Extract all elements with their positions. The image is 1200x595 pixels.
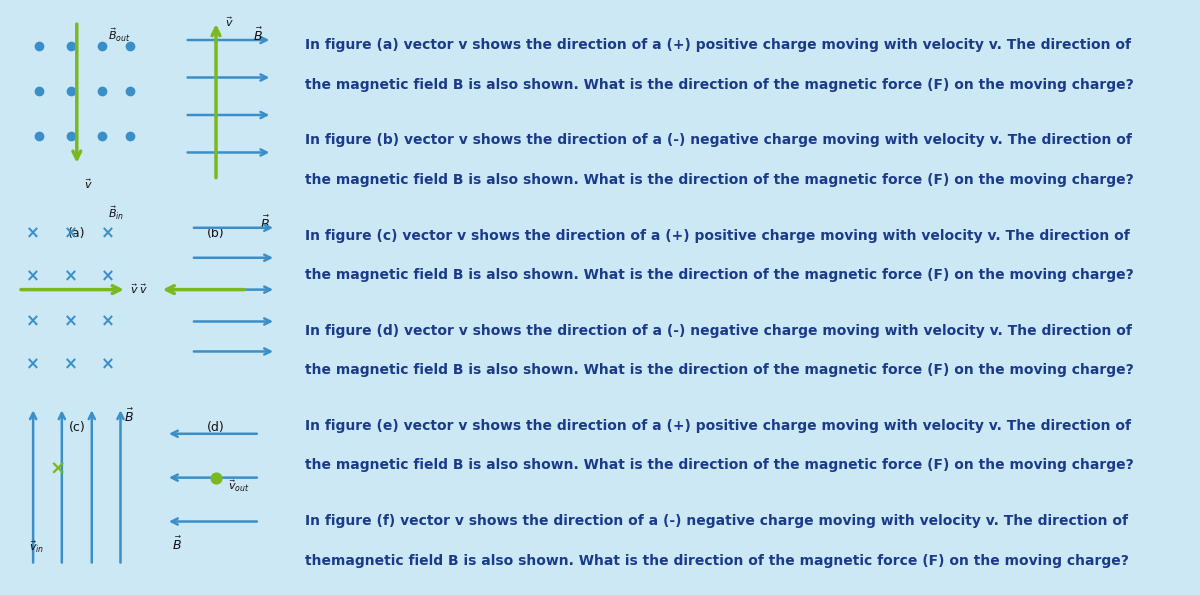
Text: ×: × <box>64 312 78 330</box>
Text: $\vec{B}_{out}$: $\vec{B}_{out}$ <box>108 27 131 45</box>
Text: In figure (c) vector v shows the direction of a (+) positive charge moving with : In figure (c) vector v shows the directi… <box>305 228 1130 243</box>
Text: ×: × <box>101 356 115 374</box>
Text: ×: × <box>101 224 115 242</box>
Text: $\vec{B}$: $\vec{B}$ <box>125 408 134 425</box>
Text: ×: × <box>101 268 115 286</box>
Text: $\vec{v}_{out}$: $\vec{v}_{out}$ <box>228 478 250 494</box>
Text: the magnetic field B is also shown. What is the direction of the magnetic force : the magnetic field B is also shown. What… <box>305 364 1134 377</box>
Text: the magnetic field B is also shown. What is the direction of the magnetic force : the magnetic field B is also shown. What… <box>305 78 1134 92</box>
Text: $\vec{v}$: $\vec{v}$ <box>224 15 234 29</box>
Text: (c): (c) <box>68 421 85 434</box>
Text: In figure (f) vector v shows the direction of a (-) negative charge moving with : In figure (f) vector v shows the directi… <box>305 515 1128 528</box>
Text: ×: × <box>64 224 78 242</box>
Text: ×: × <box>26 268 40 286</box>
Text: (d): (d) <box>208 421 224 434</box>
Text: ×: × <box>26 224 40 242</box>
Text: In figure (b) vector v shows the direction of a (-) negative charge moving with : In figure (b) vector v shows the directi… <box>305 133 1132 147</box>
Text: the magnetic field B is also shown. What is the direction of the magnetic force : the magnetic field B is also shown. What… <box>305 458 1134 472</box>
Text: the magnetic field B is also shown. What is the direction of the magnetic force : the magnetic field B is also shown. What… <box>305 173 1134 187</box>
Text: $\vec{B}$: $\vec{B}$ <box>173 536 182 553</box>
Text: ×: × <box>26 356 40 374</box>
Text: $\vec{B}$: $\vec{B}$ <box>259 215 270 232</box>
Text: $\vec{B}$: $\vec{B}$ <box>253 27 263 44</box>
Text: ×: × <box>26 312 40 330</box>
Text: (b): (b) <box>208 227 224 240</box>
Text: In figure (a) vector v shows the direction of a (+) positive charge moving with : In figure (a) vector v shows the directi… <box>305 38 1132 52</box>
Text: ×: × <box>64 268 78 286</box>
Text: In figure (d) vector v shows the direction of a (-) negative charge moving with : In figure (d) vector v shows the directi… <box>305 324 1132 338</box>
Text: $\vec{v}$: $\vec{v}$ <box>84 177 94 190</box>
Text: $\vec{v}_{in}$: $\vec{v}_{in}$ <box>29 539 44 555</box>
Text: the magnetic field B is also shown. What is the direction of the magnetic force : the magnetic field B is also shown. What… <box>305 268 1134 283</box>
Text: In figure (e) vector v shows the direction of a (+) positive charge moving with : In figure (e) vector v shows the directi… <box>305 419 1132 433</box>
Text: $\vec{v}$: $\vec{v}$ <box>139 283 148 296</box>
Text: ×: × <box>101 312 115 330</box>
Text: ×: × <box>64 356 78 374</box>
Text: $\vec{v}$: $\vec{v}$ <box>131 283 139 296</box>
Point <box>206 473 226 483</box>
Text: themagnetic field B is also shown. What is the direction of the magnetic force (: themagnetic field B is also shown. What … <box>305 554 1129 568</box>
Text: ×: × <box>50 459 66 478</box>
Text: (a): (a) <box>68 227 85 240</box>
Text: $\vec{B}_{in}$: $\vec{B}_{in}$ <box>108 205 125 222</box>
